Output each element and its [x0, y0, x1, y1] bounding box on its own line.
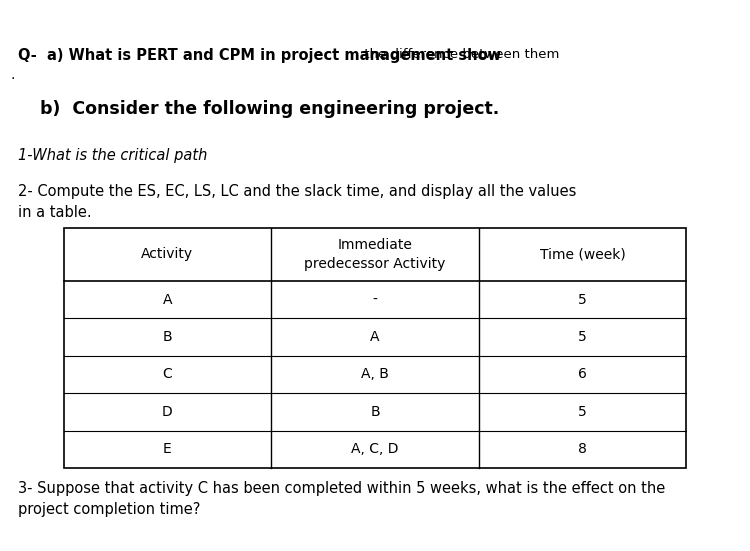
- Text: D: D: [162, 405, 172, 419]
- Bar: [64, 228, 686, 468]
- Text: C: C: [163, 368, 172, 381]
- Text: B: B: [370, 405, 380, 419]
- Text: B: B: [163, 330, 172, 344]
- Text: Q-  a) What is PERT and CPM in project management show: Q- a) What is PERT and CPM in project ma…: [18, 48, 501, 63]
- Text: E: E: [163, 442, 172, 456]
- Text: 5: 5: [578, 330, 587, 344]
- Text: A: A: [370, 330, 380, 344]
- Text: project completion time?: project completion time?: [18, 502, 200, 517]
- Text: .: .: [10, 68, 14, 82]
- Text: 1-What is the critical path: 1-What is the critical path: [18, 148, 207, 163]
- Text: -: -: [373, 293, 377, 306]
- Text: in a table.: in a table.: [18, 205, 92, 220]
- Text: 3- Suppose that activity C has been completed within 5 weeks, what is the effect: 3- Suppose that activity C has been comp…: [18, 481, 665, 496]
- Text: 2- Compute the ES, EC, LS, LC and the slack time, and display all the values: 2- Compute the ES, EC, LS, LC and the sl…: [18, 184, 576, 199]
- Text: 8: 8: [578, 442, 587, 456]
- Text: the difference between them: the difference between them: [360, 48, 560, 61]
- Text: 5: 5: [578, 405, 587, 419]
- Text: 6: 6: [578, 368, 587, 381]
- Text: 5: 5: [578, 293, 587, 306]
- Text: Activity: Activity: [141, 247, 194, 261]
- Text: A, C, D: A, C, D: [351, 442, 399, 456]
- Text: Time (week): Time (week): [540, 247, 626, 261]
- Text: A: A: [163, 293, 172, 306]
- Text: A, B: A, B: [361, 368, 389, 381]
- Text: b)  Consider the following engineering project.: b) Consider the following engineering pr…: [40, 100, 500, 118]
- Text: Immediate
predecessor Activity: Immediate predecessor Activity: [304, 238, 446, 271]
